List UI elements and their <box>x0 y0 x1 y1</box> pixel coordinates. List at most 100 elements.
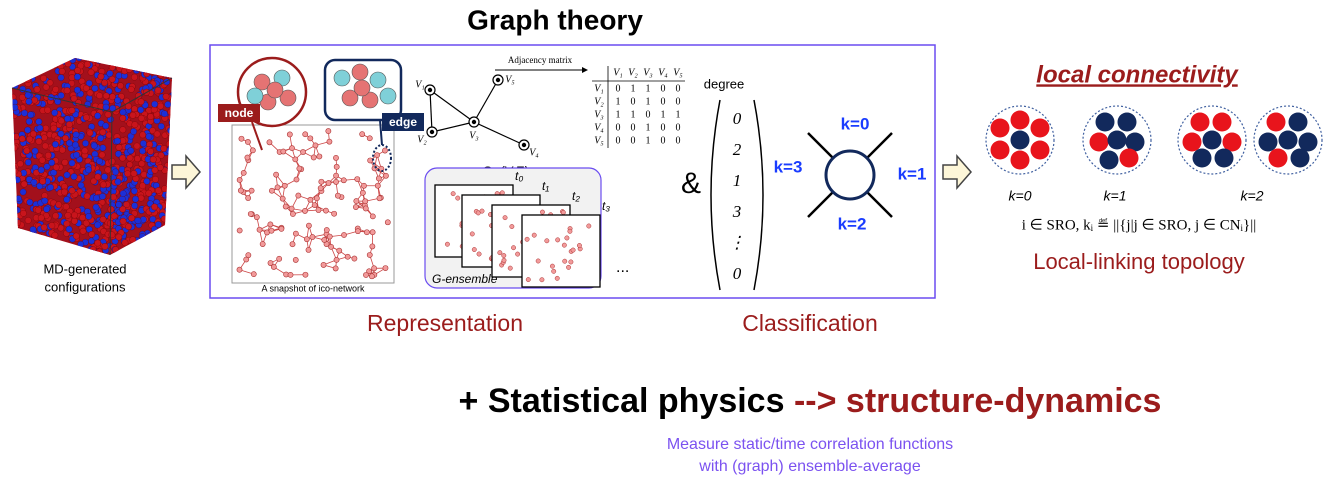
atom <box>58 250 65 255</box>
network-node <box>566 264 572 270</box>
atom <box>161 63 169 71</box>
atom <box>1182 132 1202 152</box>
flow-arrow <box>942 154 972 190</box>
atom <box>127 85 135 93</box>
atom <box>36 59 44 67</box>
atom <box>79 227 87 235</box>
atom <box>30 178 38 186</box>
atom <box>119 108 127 116</box>
network-node <box>341 232 347 238</box>
atom <box>38 58 46 60</box>
vertex-core <box>429 129 435 135</box>
atom <box>138 160 146 168</box>
atom <box>72 232 80 240</box>
network-node <box>476 251 482 257</box>
atom <box>92 203 100 211</box>
atom <box>89 58 97 61</box>
atom <box>112 246 119 253</box>
atom <box>161 110 168 118</box>
atom <box>105 131 113 139</box>
atom <box>110 193 117 201</box>
atom <box>99 128 107 136</box>
atom <box>114 178 122 186</box>
atom <box>101 79 108 87</box>
atom <box>50 124 58 132</box>
atom <box>125 66 133 73</box>
atom <box>63 196 71 203</box>
network-node <box>253 214 260 221</box>
atom <box>26 198 34 206</box>
atom <box>142 235 150 243</box>
atom <box>96 92 103 99</box>
atom <box>143 60 151 67</box>
local-clusters <box>985 105 1323 175</box>
matrix-cell: 1 <box>661 109 666 120</box>
network-node <box>511 245 516 251</box>
network-node <box>570 247 576 253</box>
atom <box>139 147 146 155</box>
atom <box>55 252 63 255</box>
paren <box>753 99 764 291</box>
atom <box>130 187 138 195</box>
atom <box>170 59 172 66</box>
atom <box>12 60 15 67</box>
atom <box>52 140 59 148</box>
network-node <box>287 271 294 278</box>
network-node <box>515 251 521 257</box>
cube-edge <box>109 111 113 256</box>
atom <box>17 58 25 64</box>
vector-entry: 1 <box>733 171 742 190</box>
vertex-core <box>495 77 501 83</box>
atom <box>160 253 167 255</box>
adjacency-title: Adjacency matrix <box>508 55 573 65</box>
atom <box>35 118 43 126</box>
atom <box>16 232 24 240</box>
vector-label: degree <box>704 76 744 91</box>
atom <box>1190 112 1210 132</box>
atom <box>1107 130 1127 150</box>
atom <box>1278 130 1298 150</box>
atom <box>24 76 32 83</box>
atom <box>157 151 165 159</box>
atom <box>108 64 116 71</box>
ensemble-label: G-ensemble <box>432 272 498 286</box>
atom <box>62 203 70 211</box>
atom <box>333 69 351 87</box>
atom <box>85 166 92 174</box>
atom <box>146 59 154 66</box>
atom <box>23 60 30 68</box>
network-node <box>376 195 383 202</box>
atom <box>24 68 32 76</box>
network-node <box>300 149 306 155</box>
atom <box>79 214 86 221</box>
center-node <box>824 149 876 201</box>
atom <box>131 253 138 255</box>
atom <box>163 59 171 67</box>
node-bonds <box>807 132 893 218</box>
network-node <box>313 195 320 202</box>
atom <box>44 106 51 114</box>
atom <box>42 83 50 91</box>
atom <box>13 233 20 241</box>
atom <box>12 252 16 255</box>
atom <box>142 245 149 252</box>
atom <box>157 123 165 130</box>
atom <box>165 195 172 203</box>
matrix-header: V₄ <box>658 67 668 78</box>
ampersand: & <box>681 167 701 200</box>
atom <box>13 250 20 255</box>
atom <box>86 89 94 97</box>
matrix-cell: 0 <box>646 109 651 120</box>
network-node <box>333 163 340 170</box>
network-node <box>366 252 373 258</box>
time-label: t₃ <box>602 199 610 213</box>
network-node <box>281 182 288 189</box>
graph-theory-box <box>209 44 936 299</box>
atom <box>37 247 45 255</box>
atom <box>1214 148 1234 168</box>
atom <box>104 111 112 118</box>
atom <box>21 63 29 71</box>
local-caption: Local-linking topology <box>1033 249 1245 274</box>
atom <box>155 187 162 194</box>
